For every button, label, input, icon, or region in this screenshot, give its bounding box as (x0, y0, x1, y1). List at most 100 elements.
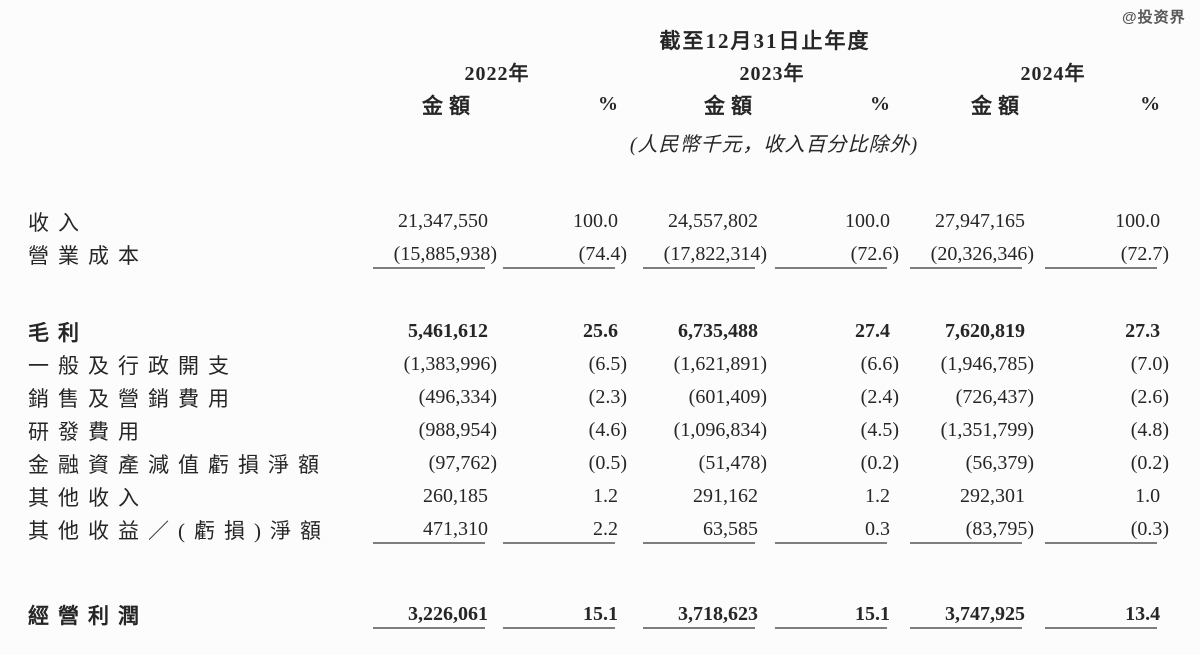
table-row-operating-profit: 經營利潤 3,226,061 15.1 3,718,623 15.1 3,747… (28, 598, 1160, 631)
year-header-2023: 2023年 (739, 63, 805, 85)
row-label: 其他收益／(虧損)淨額 (28, 518, 330, 543)
amount-2024-cell: (20,326,346) (890, 238, 1034, 271)
amount-2022-cell: (1,383,996) (403, 353, 497, 375)
title-spacer (28, 0, 360, 55)
amount-2023-cell: 3,718,623 (618, 598, 758, 631)
table-row-impairment-losses: 金融資產減值虧損淨額 (97,762) (0.5) (51,478) (0.2)… (28, 447, 1170, 480)
amount-2022-cell: (97,762) (428, 452, 497, 474)
row-label: 金融資產減值虧損淨額 (28, 452, 328, 477)
spacer (28, 546, 1160, 598)
amount-2022-cell: 3,226,061 (360, 598, 488, 631)
year-header-2024: 2024年 (1020, 63, 1086, 85)
unit-note: (人民幣千元，收入百分比除外) (629, 133, 919, 156)
percent-2023-cell: (4.5) (860, 419, 899, 441)
amount-2024-cell: (1,946,785) (940, 353, 1034, 375)
financial-table: 截至12月31日止年度 2022年 2023年 2024年 金額 % 金額 % … (28, 0, 1170, 631)
row-label: 銷售及營銷費用 (28, 386, 238, 411)
percent-2023-cell: (2.4) (860, 386, 899, 408)
amount-2024-cell: 3,747,925 (890, 598, 1025, 631)
percent-2022-cell: (6.5) (588, 353, 627, 375)
percent-2024-cell: (4.8) (1130, 419, 1170, 441)
percent-2024-cell: (2.6) (1130, 386, 1170, 408)
percent-2023-cell: (72.6) (758, 238, 899, 271)
amount-2022-cell: 21,347,550 (398, 210, 488, 232)
row-label: 收入 (28, 210, 88, 235)
row-label: 經營利潤 (28, 603, 148, 628)
percent-2023-cell: 100.0 (845, 210, 890, 232)
percent-2022-cell: (0.5) (588, 452, 627, 474)
table-row-cost-of-sales: 營業成本 (15,885,938) (74.4) (17,822,314) (7… (28, 238, 1169, 271)
row-label: 營業成本 (28, 243, 148, 268)
percent-2022-cell: 15.1 (488, 598, 618, 631)
percent-2022-cell: (2.3) (588, 386, 627, 408)
amount-2023-cell: 24,557,802 (668, 210, 758, 232)
percent-2022-cell: 2.2 (488, 513, 618, 546)
amount-2023-cell: (51,478) (698, 452, 767, 474)
amount-2022-cell: 5,461,612 (408, 320, 488, 342)
amount-2023-cell: 291,162 (693, 485, 758, 507)
table-title: 截至12月31日止年度 (659, 29, 871, 53)
percent-2022-cell: (74.4) (488, 238, 627, 271)
amount-header-2024: 金額 (971, 93, 1025, 118)
amount-2023-cell: (17,822,314) (618, 238, 767, 271)
table-row-rd-expenses: 研發費用 (988,954) (4.6) (1,096,834) (4.5) (… (28, 414, 1170, 447)
amount-2024-cell: (1,351,799) (940, 419, 1034, 441)
colhead-spacer (28, 88, 360, 121)
amount-2022-cell: (988,954) (418, 419, 497, 441)
percent-2024-cell: 27.3 (1125, 320, 1161, 342)
amount-2023-cell: (1,621,891) (673, 353, 767, 375)
percent-2022-cell: 1.2 (593, 485, 618, 507)
percent-2024-cell: (72.7) (1025, 238, 1169, 271)
table-row-general-admin: 一般及行政開支 (1,383,996) (6.5) (1,621,891) (6… (28, 348, 1169, 381)
table-row-revenue: 收入 21,347,550 100.0 24,557,802 100.0 27,… (28, 205, 1160, 238)
amount-2024-cell: (83,795) (890, 513, 1034, 546)
amount-2022-cell: 471,310 (360, 513, 488, 546)
amount-2023-cell: 6,735,488 (678, 320, 758, 342)
table-title-row: 截至12月31日止年度 (28, 0, 1160, 55)
amount-header-2022: 金額 (422, 93, 476, 118)
row-label: 研發費用 (28, 419, 148, 444)
amount-2022-cell: (496,334) (418, 386, 497, 408)
percent-2022-cell: 25.6 (583, 320, 618, 342)
percent-2023-cell: (6.6) (860, 353, 899, 375)
percent-header-2023: % (870, 93, 890, 115)
table-row-gross-profit: 毛利 5,461,612 25.6 6,735,488 27.4 7,620,8… (28, 315, 1160, 348)
amount-2024-cell: 27,947,165 (935, 210, 1025, 232)
amount-2024-cell: (56,379) (965, 452, 1034, 474)
percent-2024-cell: (0.3) (1025, 513, 1169, 546)
amount-2023-cell: (601,409) (688, 386, 767, 408)
percent-2024-cell: 13.4 (1025, 598, 1160, 631)
amount-2023-cell: (1,096,834) (673, 419, 767, 441)
amount-2022-cell: (15,885,938) (360, 238, 497, 271)
amount-2024-cell: 292,301 (960, 485, 1025, 507)
amount-2022-cell: 260,185 (423, 485, 488, 507)
percent-header-2024: % (1140, 93, 1161, 115)
note-spacer (28, 121, 360, 163)
percent-2022-cell: 100.0 (573, 210, 618, 232)
year-header-2022: 2022年 (464, 63, 530, 85)
table-row-other-gains-losses: 其他收益／(虧損)淨額 471,310 2.2 63,585 0.3 (83,7… (28, 513, 1169, 546)
amount-2023-cell: 63,585 (618, 513, 758, 546)
table-row-other-income: 其他收入 260,185 1.2 291,162 1.2 292,301 1.0 (28, 480, 1160, 513)
percent-2023-cell: 15.1 (758, 598, 890, 631)
row-label: 一般及行政開支 (28, 353, 238, 378)
percent-2023-cell: 27.4 (855, 320, 890, 342)
amount-2024-cell: 7,620,819 (945, 320, 1025, 342)
percent-2024-cell: (0.2) (1130, 452, 1170, 474)
percent-2023-cell: 0.3 (758, 513, 890, 546)
percent-2024-cell: 100.0 (1115, 210, 1161, 232)
row-label: 其他收入 (28, 485, 148, 510)
amount-header-2023: 金額 (704, 93, 758, 118)
amount-2024-cell: (726,437) (955, 386, 1034, 408)
column-header-row: 金額 % 金額 % 金額 % (28, 88, 1160, 121)
percent-2022-cell: (4.6) (588, 419, 627, 441)
percent-2023-cell: (0.2) (860, 452, 899, 474)
percent-header-2022: % (598, 93, 618, 115)
year-header-row: 2022年 2023年 2024年 (28, 55, 1160, 88)
percent-2023-cell: 1.2 (865, 485, 890, 507)
row-label: 毛利 (28, 320, 88, 345)
unit-note-row: (人民幣千元，收入百分比除外) (28, 121, 1160, 163)
spacer (28, 271, 1160, 315)
percent-2024-cell: 1.0 (1135, 485, 1161, 507)
